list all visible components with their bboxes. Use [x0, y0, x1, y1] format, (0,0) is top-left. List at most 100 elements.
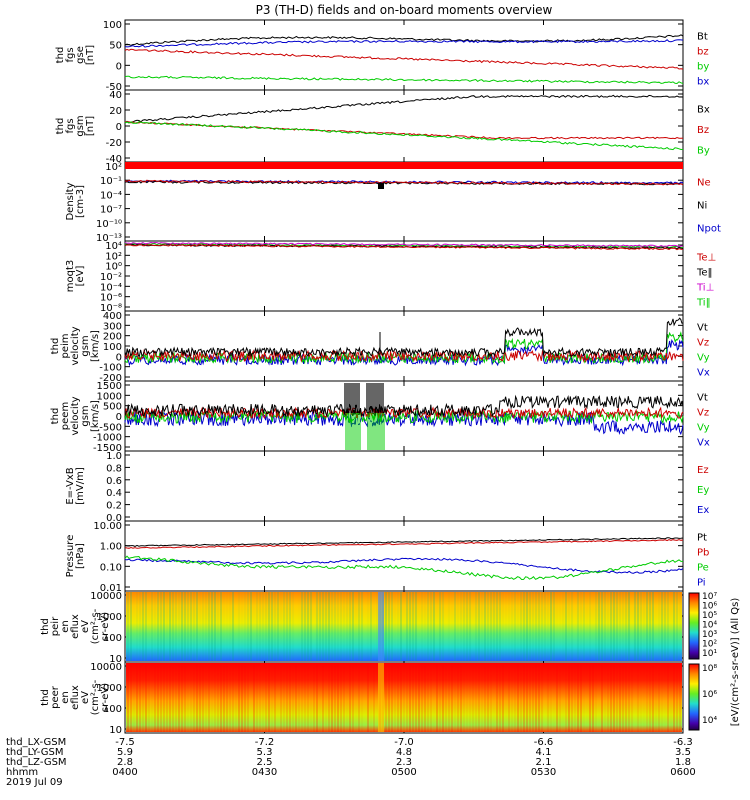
- y-tick-label: 300: [103, 321, 122, 332]
- spectrogram-texture: [298, 592, 300, 661]
- spectrogram-texture: [226, 663, 228, 732]
- spectrogram-texture: [187, 592, 189, 661]
- panel-fgs_gse: 100 50 0 -50 thd fgs gse [nT] Bt bz by bx: [55, 19, 709, 93]
- spectrogram-texture: [520, 592, 522, 661]
- spectrogram-texture: [400, 592, 402, 661]
- y-axis-label: [eV]: [75, 266, 86, 287]
- spectrogram-texture: [142, 663, 144, 732]
- spectrogram-texture: [130, 592, 132, 661]
- spectrogram-texture: [133, 663, 135, 732]
- legend-entry: By: [697, 146, 710, 157]
- y-axis-label: thd: [55, 118, 66, 135]
- spectrogram-texture: [517, 663, 519, 732]
- y-tick-label: 10²: [105, 162, 122, 173]
- spectrogram-texture: [487, 663, 489, 732]
- spectrogram-texture: [514, 592, 516, 661]
- spectrogram-texture: [184, 663, 186, 732]
- spectrogram-texture: [589, 592, 591, 661]
- spectrogram-texture: [619, 592, 621, 661]
- spectrogram-fill: [126, 592, 682, 661]
- y-tick-label: 1000: [97, 612, 122, 623]
- y-tick-label: 0: [116, 412, 122, 423]
- spectrogram-texture: [220, 592, 222, 661]
- spectrogram-texture: [313, 663, 315, 732]
- spectrogram-texture: [472, 592, 474, 661]
- colorbar-tick-label: 10⁷: [702, 592, 717, 602]
- y-axis-label: peir: [50, 616, 61, 636]
- spectrogram-texture: [565, 663, 567, 732]
- spectrogram-texture: [490, 592, 492, 661]
- spectrogram-texture: [172, 592, 174, 661]
- spectrogram-texture: [253, 663, 255, 732]
- spectrogram-texture: [238, 663, 240, 732]
- spectrogram-texture: [541, 592, 543, 661]
- y-axis-label: eV: [80, 620, 91, 633]
- spectrogram-texture: [448, 592, 450, 661]
- spectrogram-texture: [523, 663, 525, 732]
- spectrogram-texture: [292, 663, 294, 732]
- spectrogram-texture: [505, 663, 507, 732]
- series-By: [124, 121, 684, 151]
- spectrogram-texture: [469, 663, 471, 732]
- y-axis-label: sr-eV): [100, 683, 111, 712]
- y-tick-label: 10⁻¹: [100, 176, 122, 187]
- spectrogram-texture: [448, 663, 450, 732]
- spectrogram-texture: [259, 663, 261, 732]
- y-axis-label: fgs: [65, 118, 76, 133]
- y-axis-label: thd: [40, 618, 51, 635]
- spectrogram-texture: [484, 663, 486, 732]
- panel-efield: 1.00.8 0.60.4 0.20.0 E=-VxB [mV/m] Ez Ey Ex: [65, 450, 709, 524]
- spectrogram-texture: [664, 592, 666, 661]
- spectrogram-texture: [493, 592, 495, 661]
- spectrogram-texture: [373, 592, 375, 661]
- y-axis-label: fgs: [65, 47, 76, 62]
- spectrogram-texture: [520, 663, 522, 732]
- spectrogram-texture: [199, 592, 201, 661]
- y-axis-label: [nT]: [85, 45, 96, 65]
- spectrogram-texture: [421, 663, 423, 732]
- spectrogram-texture: [220, 663, 222, 732]
- y-axis-label: [cm-3]: [75, 185, 86, 218]
- spectrogram-texture: [466, 592, 468, 661]
- spectrogram-texture: [454, 592, 456, 661]
- spectrogram-texture: [601, 592, 603, 661]
- spectrogram-texture: [565, 592, 567, 661]
- x-tick-label: 3.5: [675, 747, 691, 758]
- spectrogram-texture: [487, 592, 489, 661]
- spectrogram-texture: [454, 663, 456, 732]
- spectrogram-texture: [493, 663, 495, 732]
- spectrogram-texture: [517, 592, 519, 661]
- legend-entry: Ni: [697, 201, 707, 212]
- x-tick-label: 2.5: [257, 757, 273, 768]
- spectrogram-texture: [370, 663, 372, 732]
- spectrogram-texture: [679, 663, 681, 732]
- plot-date: 2019 Jul 09: [6, 777, 63, 788]
- spectrogram-feature: [378, 592, 384, 661]
- spectrogram-texture: [310, 592, 312, 661]
- y-axis-label: velocity: [70, 326, 81, 365]
- spectrogram-texture: [355, 663, 357, 732]
- spectrogram-texture: [667, 592, 669, 661]
- spectrogram-texture: [574, 663, 576, 732]
- series-Ti-perp: [124, 241, 684, 248]
- density-dropout: [378, 183, 384, 189]
- spectrogram-texture: [415, 663, 417, 732]
- y-axis-label: [nT]: [85, 116, 96, 136]
- spectrogram-texture: [607, 663, 609, 732]
- x-tick-label: 0600: [670, 767, 695, 778]
- spectrogram-texture: [625, 592, 627, 661]
- spectrogram-texture: [442, 663, 444, 732]
- spectrogram-texture: [538, 663, 540, 732]
- spectrogram-texture: [241, 663, 243, 732]
- spectrogram-texture: [640, 663, 642, 732]
- x-tick-label: 4.8: [396, 747, 412, 758]
- spectrogram-texture: [652, 592, 654, 661]
- spectrogram-texture: [652, 663, 654, 732]
- x-tick-label: 0530: [531, 767, 556, 778]
- spectrogram-texture: [472, 663, 474, 732]
- y-axis-label: [km/s]: [90, 330, 101, 362]
- spectrogram-texture: [304, 663, 306, 732]
- spectrogram-texture: [415, 592, 417, 661]
- spectrogram-texture: [544, 592, 546, 661]
